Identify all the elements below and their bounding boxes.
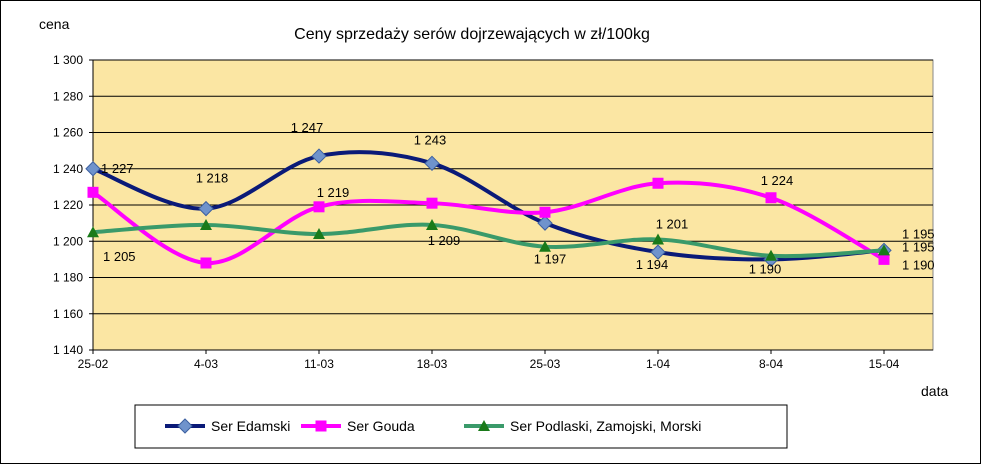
y-tick-label: 1 260	[53, 126, 83, 140]
data-label-edamski: 1 195	[902, 226, 935, 241]
x-axis-title: data	[921, 383, 948, 399]
data-label-podlaski: 1 209	[428, 233, 461, 248]
series-line-podlaski	[92, 222, 885, 259]
x-tick-label: 8-04	[759, 357, 783, 371]
legend-box	[134, 404, 788, 449]
data-point-edamski	[650, 244, 666, 260]
data-point-gouda	[200, 257, 212, 269]
data-point-gouda	[878, 253, 890, 265]
data-point-edamski	[198, 200, 214, 217]
y-tick-label: 1 180	[53, 271, 83, 285]
data-label-podlaski: 1 197	[534, 252, 567, 267]
x-tick-label: 11-03	[304, 357, 334, 371]
data-point-gouda	[426, 197, 438, 209]
x-tick-label: 15-04	[869, 357, 900, 371]
y-tick-label: 1 220	[53, 198, 83, 212]
y-tick-label: 1 160	[53, 307, 83, 321]
data-point-edamski	[311, 148, 327, 164]
data-label-edamski: 1 218	[196, 171, 229, 186]
data-point-edamski	[424, 155, 440, 172]
data-point-edamski	[537, 215, 553, 231]
data-point-gouda	[765, 192, 777, 204]
y-tick-label: 1 140	[53, 343, 83, 357]
x-tick-label: 4-03	[194, 357, 218, 371]
y-tick-label: 1 200	[53, 234, 83, 248]
data-label-podlaski: 1 201	[656, 216, 689, 231]
data-label-gouda: 1 224	[761, 173, 794, 188]
data-point-podlaski	[426, 218, 438, 230]
data-point-podlaski	[87, 226, 99, 238]
data-point-gouda	[313, 201, 325, 213]
data-point-podlaski	[313, 228, 325, 239]
data-point-podlaski	[878, 244, 890, 256]
data-label-gouda: 1 219	[317, 185, 350, 200]
legend-label-gouda: Ser Gouda	[347, 418, 415, 434]
data-point-podlaski	[200, 218, 212, 230]
x-tick-label: 25-03	[530, 357, 561, 371]
x-tick-label: 25-02	[78, 357, 109, 371]
legend-marker-edamski	[177, 418, 193, 434]
y-axis-title: cena	[39, 16, 70, 32]
y-tick-label: 1 300	[53, 53, 83, 67]
data-point-edamski	[85, 161, 101, 177]
data-label-podlaski: 1 195	[902, 239, 935, 254]
data-label-edamski: 1 190	[749, 261, 782, 276]
x-tick-label: 18-03	[417, 357, 448, 371]
legend-marker-gouda	[315, 420, 327, 432]
data-point-podlaski	[765, 249, 777, 261]
data-label-edamski: 1 227	[101, 161, 134, 176]
y-tick-label: 1 280	[53, 89, 83, 103]
data-label-edamski: 1 243	[414, 132, 447, 147]
x-tick-label: 1-04	[646, 357, 670, 371]
chart-title: Ceny sprzedaży serów dojrzewających w zł…	[294, 26, 650, 43]
data-point-podlaski	[652, 233, 664, 245]
data-label-edamski: 1 247	[291, 120, 324, 135]
legend-label-edamski: Ser Edamski	[211, 418, 290, 434]
legend-marker-podlaski	[478, 420, 490, 431]
y-tick-label: 1 240	[53, 162, 83, 176]
data-label-edamski: 1 194	[636, 257, 669, 272]
series-line-gouda	[91, 180, 885, 266]
data-label-gouda: 1 190	[902, 257, 935, 272]
data-point-gouda	[539, 206, 551, 218]
data-point-gouda	[87, 186, 99, 198]
data-point-podlaski	[539, 240, 551, 252]
data-point-gouda	[652, 177, 664, 189]
data-label-podlaski: 1 205	[103, 249, 136, 264]
legend-label-podlaski: Ser Podlaski, Zamojski, Morski	[510, 418, 701, 434]
